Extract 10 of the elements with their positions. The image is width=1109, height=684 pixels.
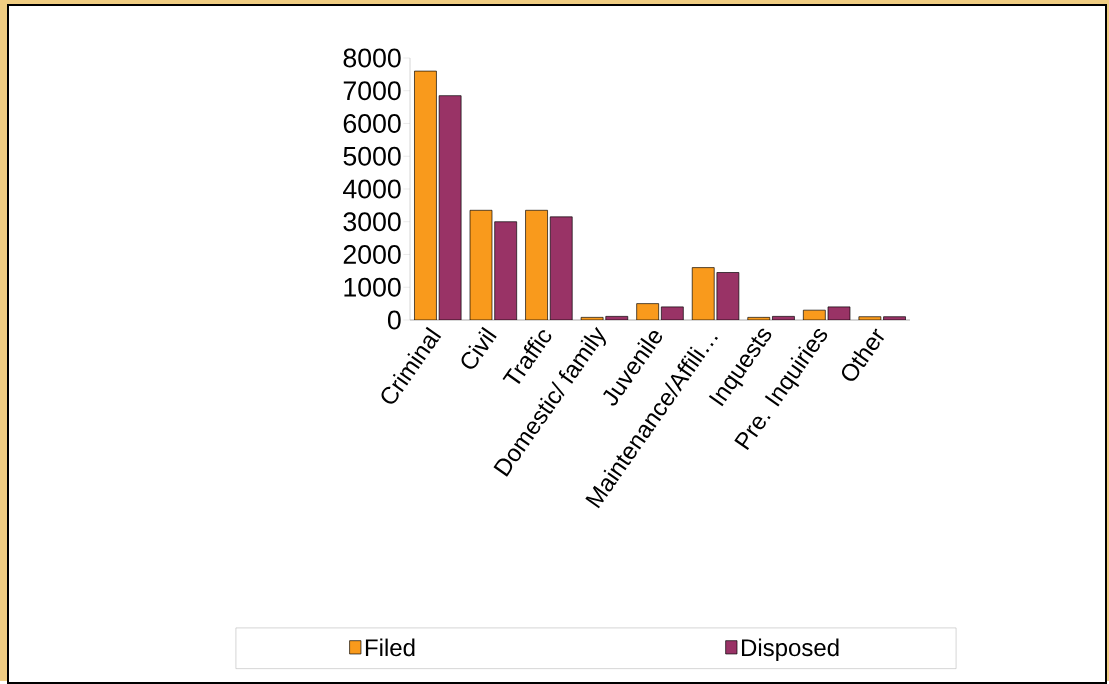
y-tick-label: 1000 <box>344 277 401 297</box>
y-tick-label: 8000 <box>343 48 401 68</box>
y-tick-label: 5000 <box>343 146 401 166</box>
y-tick-label: 6000 <box>343 114 401 133</box>
y-tick-label: 3000 <box>343 212 401 232</box>
y-tick-label: 2000 <box>343 245 401 264</box>
legend-label: Disposed <box>741 638 839 661</box>
y-tick-label: 7000 <box>343 81 401 101</box>
legend-label: Filed <box>365 638 415 657</box>
y-tick-label: 4000 <box>343 179 401 199</box>
